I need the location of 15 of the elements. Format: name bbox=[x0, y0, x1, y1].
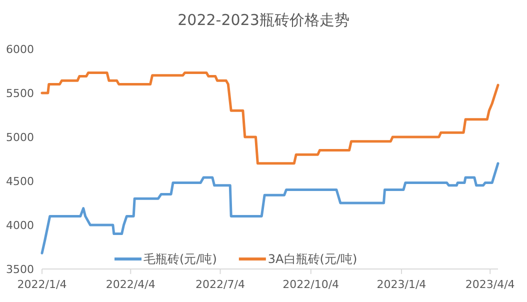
y-tick-label: 5500 bbox=[6, 87, 34, 100]
x-tick-label: 2022/10/4 bbox=[282, 278, 340, 291]
y-tick-label: 6000 bbox=[6, 43, 34, 56]
x-tick-label: 2022/4/4 bbox=[106, 278, 156, 291]
x-tick-label: 2023/4/4 bbox=[465, 278, 515, 291]
x-tick-label: 2022/7/4 bbox=[196, 278, 245, 291]
x-tick-label: 2023/1/4 bbox=[376, 278, 426, 291]
y-tick-label: 3500 bbox=[6, 263, 34, 276]
legend-label: 3A白瓶砖(元/吨) bbox=[268, 252, 358, 266]
x-tick-label: 2022/1/4 bbox=[17, 278, 67, 291]
legend-label: 毛瓶砖(元/吨) bbox=[144, 252, 217, 266]
y-tick-label: 5000 bbox=[6, 131, 34, 144]
title: 2022-2023瓶砖价格走势 bbox=[178, 11, 350, 29]
y-tick-label: 4000 bbox=[6, 219, 34, 232]
y-tick-label: 4500 bbox=[6, 175, 34, 188]
